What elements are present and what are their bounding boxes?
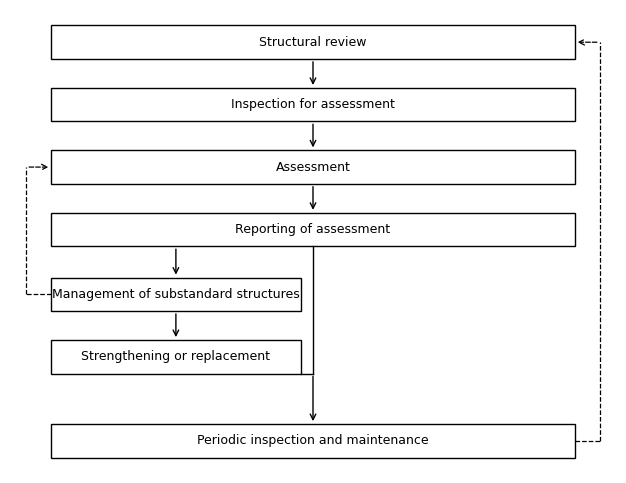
FancyBboxPatch shape <box>51 213 575 246</box>
FancyBboxPatch shape <box>51 26 575 59</box>
Text: Reporting of assessment: Reporting of assessment <box>235 223 391 236</box>
Text: Strengthening or replacement: Strengthening or replacement <box>81 350 270 363</box>
FancyBboxPatch shape <box>51 340 300 373</box>
Text: Management of substandard structures: Management of substandard structures <box>52 288 300 301</box>
Text: Assessment: Assessment <box>275 160 351 173</box>
Text: Inspection for assessment: Inspection for assessment <box>231 98 395 111</box>
Text: Periodic inspection and maintenance: Periodic inspection and maintenance <box>197 434 429 447</box>
FancyBboxPatch shape <box>51 150 575 184</box>
Text: Structural review: Structural review <box>259 36 367 49</box>
FancyBboxPatch shape <box>51 278 300 311</box>
FancyBboxPatch shape <box>51 88 575 121</box>
FancyBboxPatch shape <box>51 424 575 457</box>
